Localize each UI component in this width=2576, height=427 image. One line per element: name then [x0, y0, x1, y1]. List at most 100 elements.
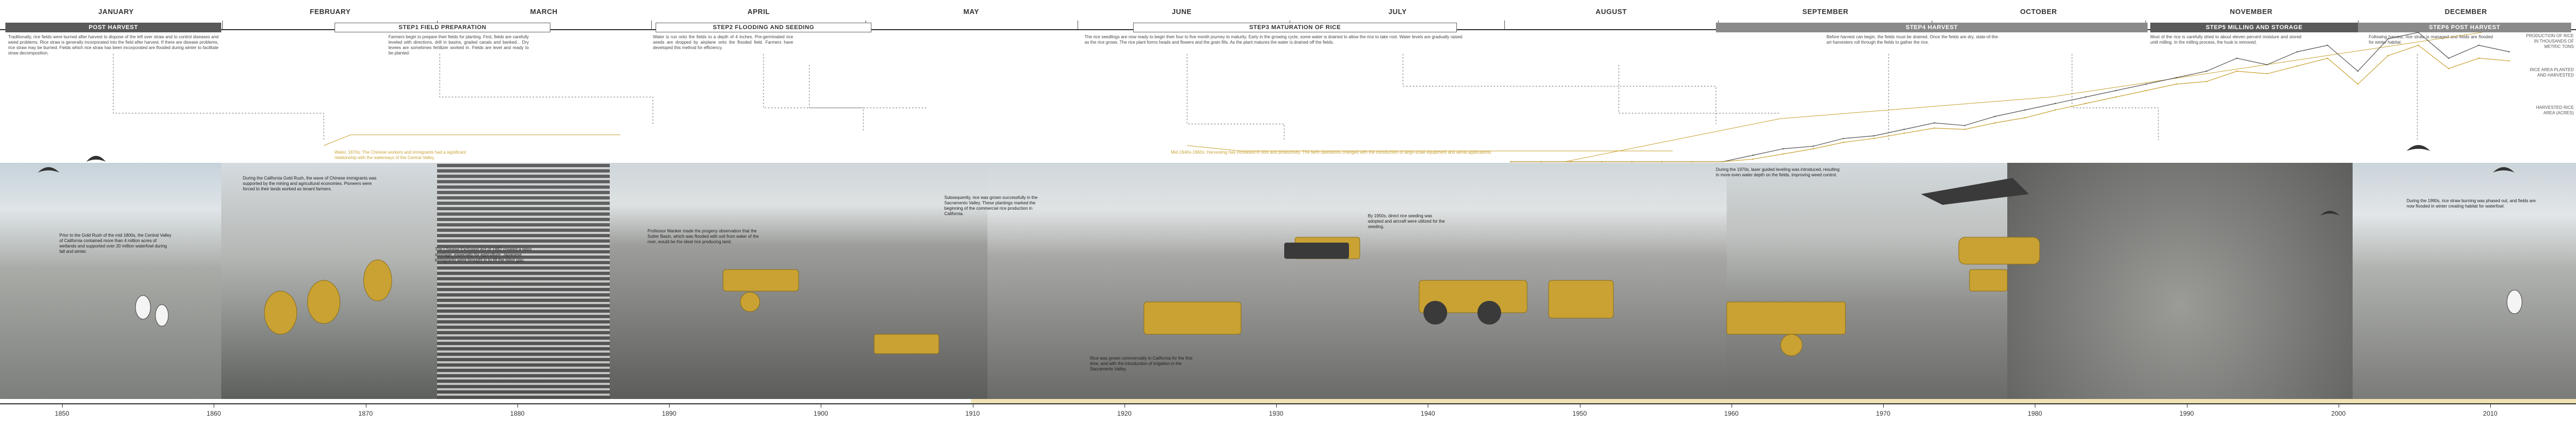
year-label: 1860	[206, 410, 221, 417]
chart-point	[1903, 128, 1905, 130]
month-label: MARCH	[530, 8, 558, 16]
chart-point	[2327, 57, 2328, 59]
chart-point	[1782, 148, 1784, 150]
chart-point	[1933, 122, 1936, 124]
chart-point	[2417, 31, 2420, 33]
year-label: 1880	[510, 410, 525, 417]
month-label: DECEMBER	[2444, 8, 2488, 16]
chart-point	[1812, 148, 1814, 150]
chart-point	[1510, 161, 1512, 163]
winter-flood-panel	[2353, 163, 2576, 399]
chart-point	[2508, 51, 2510, 53]
description: Water is run onto the fields to a depth …	[653, 35, 793, 50]
chart-point	[2145, 83, 2147, 85]
year-label: 1920	[1117, 410, 1132, 417]
chart-point	[1933, 127, 1936, 129]
step-maturation: STEP3 MATURATION OF RICE	[1133, 23, 1457, 32]
chart-point	[1903, 133, 1905, 134]
chart-point	[1600, 161, 1603, 163]
timeline-highlight	[971, 399, 2576, 403]
chart-point	[1631, 161, 1633, 163]
year-label: 1910	[965, 410, 980, 417]
chart-point	[2327, 44, 2328, 46]
chart-series-line	[1511, 45, 2510, 162]
description: Farmers begin to prepare their fields fo…	[389, 35, 529, 56]
chart-point	[1994, 122, 1996, 124]
egret-icon	[2506, 290, 2523, 314]
caption: Professor Manker made the progeny observ…	[648, 229, 759, 244]
step-flooding-seeding: STEP2 FLOODING AND SEEDING	[656, 23, 871, 32]
chart-point	[2084, 102, 2087, 105]
chart-point	[2296, 51, 2298, 53]
month-label: NOVEMBER	[2230, 8, 2273, 16]
chart-point	[2115, 89, 2117, 92]
month-label: OCTOBER	[2020, 8, 2057, 16]
field-prep-panel	[437, 163, 610, 399]
year-tick	[1883, 403, 1884, 408]
month-label: JANUARY	[98, 8, 134, 16]
chart-point	[2236, 57, 2238, 59]
year-label: 1980	[2027, 410, 2042, 417]
month-label: AUGUST	[1596, 8, 1627, 16]
year-label: 1950	[1572, 410, 1587, 417]
step-post-harvest-2: STEP6 POST HARVEST	[2358, 23, 2571, 32]
gold-note: Mid-1940s-1960s: Harvesting has increase…	[1171, 150, 1493, 155]
year-label: 1990	[2179, 410, 2194, 417]
chart-point	[1782, 153, 1784, 155]
chart-point	[2145, 89, 2147, 92]
chart-point	[2417, 44, 2420, 46]
description: Following harvest, rice straw is managed…	[2369, 35, 2493, 45]
chart-point	[1722, 161, 1723, 163]
chart-point	[2206, 70, 2207, 72]
chart-point	[2448, 68, 2450, 70]
description: Most of the rice is carefully dried to a…	[2150, 35, 2301, 45]
year-label: 2000	[2331, 410, 2346, 417]
step-post-harvest: POST HARVEST	[5, 23, 221, 32]
chart-point	[1964, 128, 1966, 130]
chart-point	[1540, 161, 1542, 163]
chart-point	[1661, 161, 1663, 163]
chart-point	[2387, 55, 2389, 57]
chart-point	[2024, 109, 2026, 111]
year-tick	[517, 403, 518, 408]
caption: During the California Gold Rush, the wav…	[243, 176, 377, 191]
chart-point	[1692, 161, 1693, 163]
chart-label: PRODUCTION OF RICE IN THOUSANDS OF METRI…	[2526, 33, 2574, 49]
chart-point	[1752, 154, 1754, 156]
description: Traditionally, rice fields were burned a…	[8, 35, 219, 56]
chart-point	[1570, 161, 1572, 163]
year-label: 1940	[1420, 410, 1435, 417]
chart-point	[2508, 60, 2510, 62]
land-plane-icon	[1548, 280, 1614, 319]
truck-icon	[1284, 243, 1349, 259]
chart-label: HARVESTED RICE AREA (ACRES)	[2536, 105, 2574, 115]
chart-label: RICE AREA PLANTED AND HARVESTED	[2530, 67, 2574, 78]
step-harvest: STEP4 HARVEST	[1716, 23, 2148, 32]
year-label: 1870	[358, 410, 373, 417]
harvest-panel	[2007, 163, 2353, 399]
month-label: MAY	[963, 8, 979, 16]
chart-point	[2054, 102, 2056, 105]
chart-point	[1964, 125, 1966, 126]
caption: During the 1990s, rice straw burning was…	[2407, 198, 2536, 209]
chart-point	[2357, 83, 2359, 85]
year-tick	[2490, 403, 2491, 408]
year-label: 1970	[1876, 410, 1891, 417]
wetland-panel	[0, 163, 221, 399]
chart-point	[1812, 146, 1814, 147]
bird-icon	[2407, 145, 2430, 151]
helicopter-rotor-icon	[1921, 178, 2029, 205]
year-label: 1930	[1269, 410, 1284, 417]
caption: The Chinese Exclusion Act of 1882 create…	[435, 247, 532, 263]
bird-icon	[2493, 167, 2514, 173]
caption: By 1950s, direct rice seeding was adopte…	[1368, 214, 1445, 229]
chart-point	[2387, 38, 2389, 40]
month-label: APRIL	[747, 8, 770, 16]
chart-point	[2266, 73, 2268, 74]
egret-icon	[135, 295, 151, 320]
chart-point	[2266, 64, 2268, 66]
helicopter-icon	[1958, 237, 2040, 265]
bird-icon	[86, 156, 106, 162]
chart-point	[2448, 57, 2450, 59]
